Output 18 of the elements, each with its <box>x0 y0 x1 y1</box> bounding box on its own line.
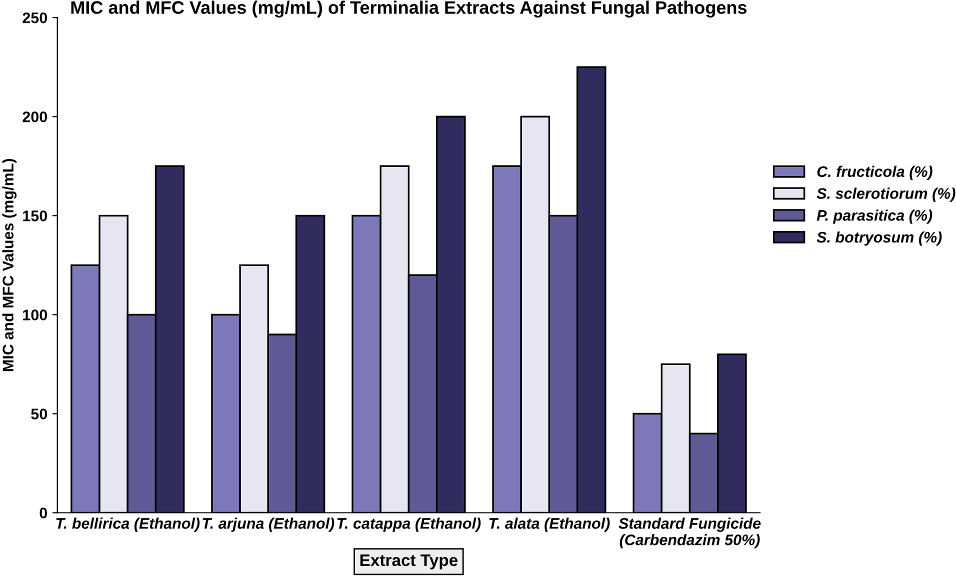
y-tick-label: 200 <box>22 111 48 122</box>
legend-label: S. botryosum (%) <box>816 231 942 246</box>
x-tick-label: T. bellirica (Ethanol) <box>56 518 200 532</box>
y-axis-title: MIC and MFC Values (mg/mL) <box>2 158 17 372</box>
y-tick-label: 0 <box>40 508 48 518</box>
x-tick-label: T. alata (Ethanol) <box>489 518 610 532</box>
chart-title: MIC and MFC Values (mg/mL) of Terminalia Extracts Against Fungal Pathogens <box>71 0 747 18</box>
x-tick-label: T. arjuna (Ethanol) <box>202 518 334 532</box>
y-tick-label: 150 <box>23 210 48 222</box>
y-tick-label: 100 <box>23 310 48 320</box>
y-tick-label: 250 <box>22 12 48 24</box>
x-tick-label: Standard Fungicide (Carbendazim 50%) <box>618 518 761 548</box>
legend-label: S. sclerotiorum (%) <box>816 188 956 202</box>
legend-label: P. parasitica (%) <box>816 210 932 224</box>
x-axis-title: Extract Type <box>360 554 458 570</box>
y-tick-label: 50 <box>31 408 48 420</box>
x-tick-label: T. catappa (Ethanol) <box>337 518 481 532</box>
legend-label: C. fructicola (%) <box>817 166 932 180</box>
